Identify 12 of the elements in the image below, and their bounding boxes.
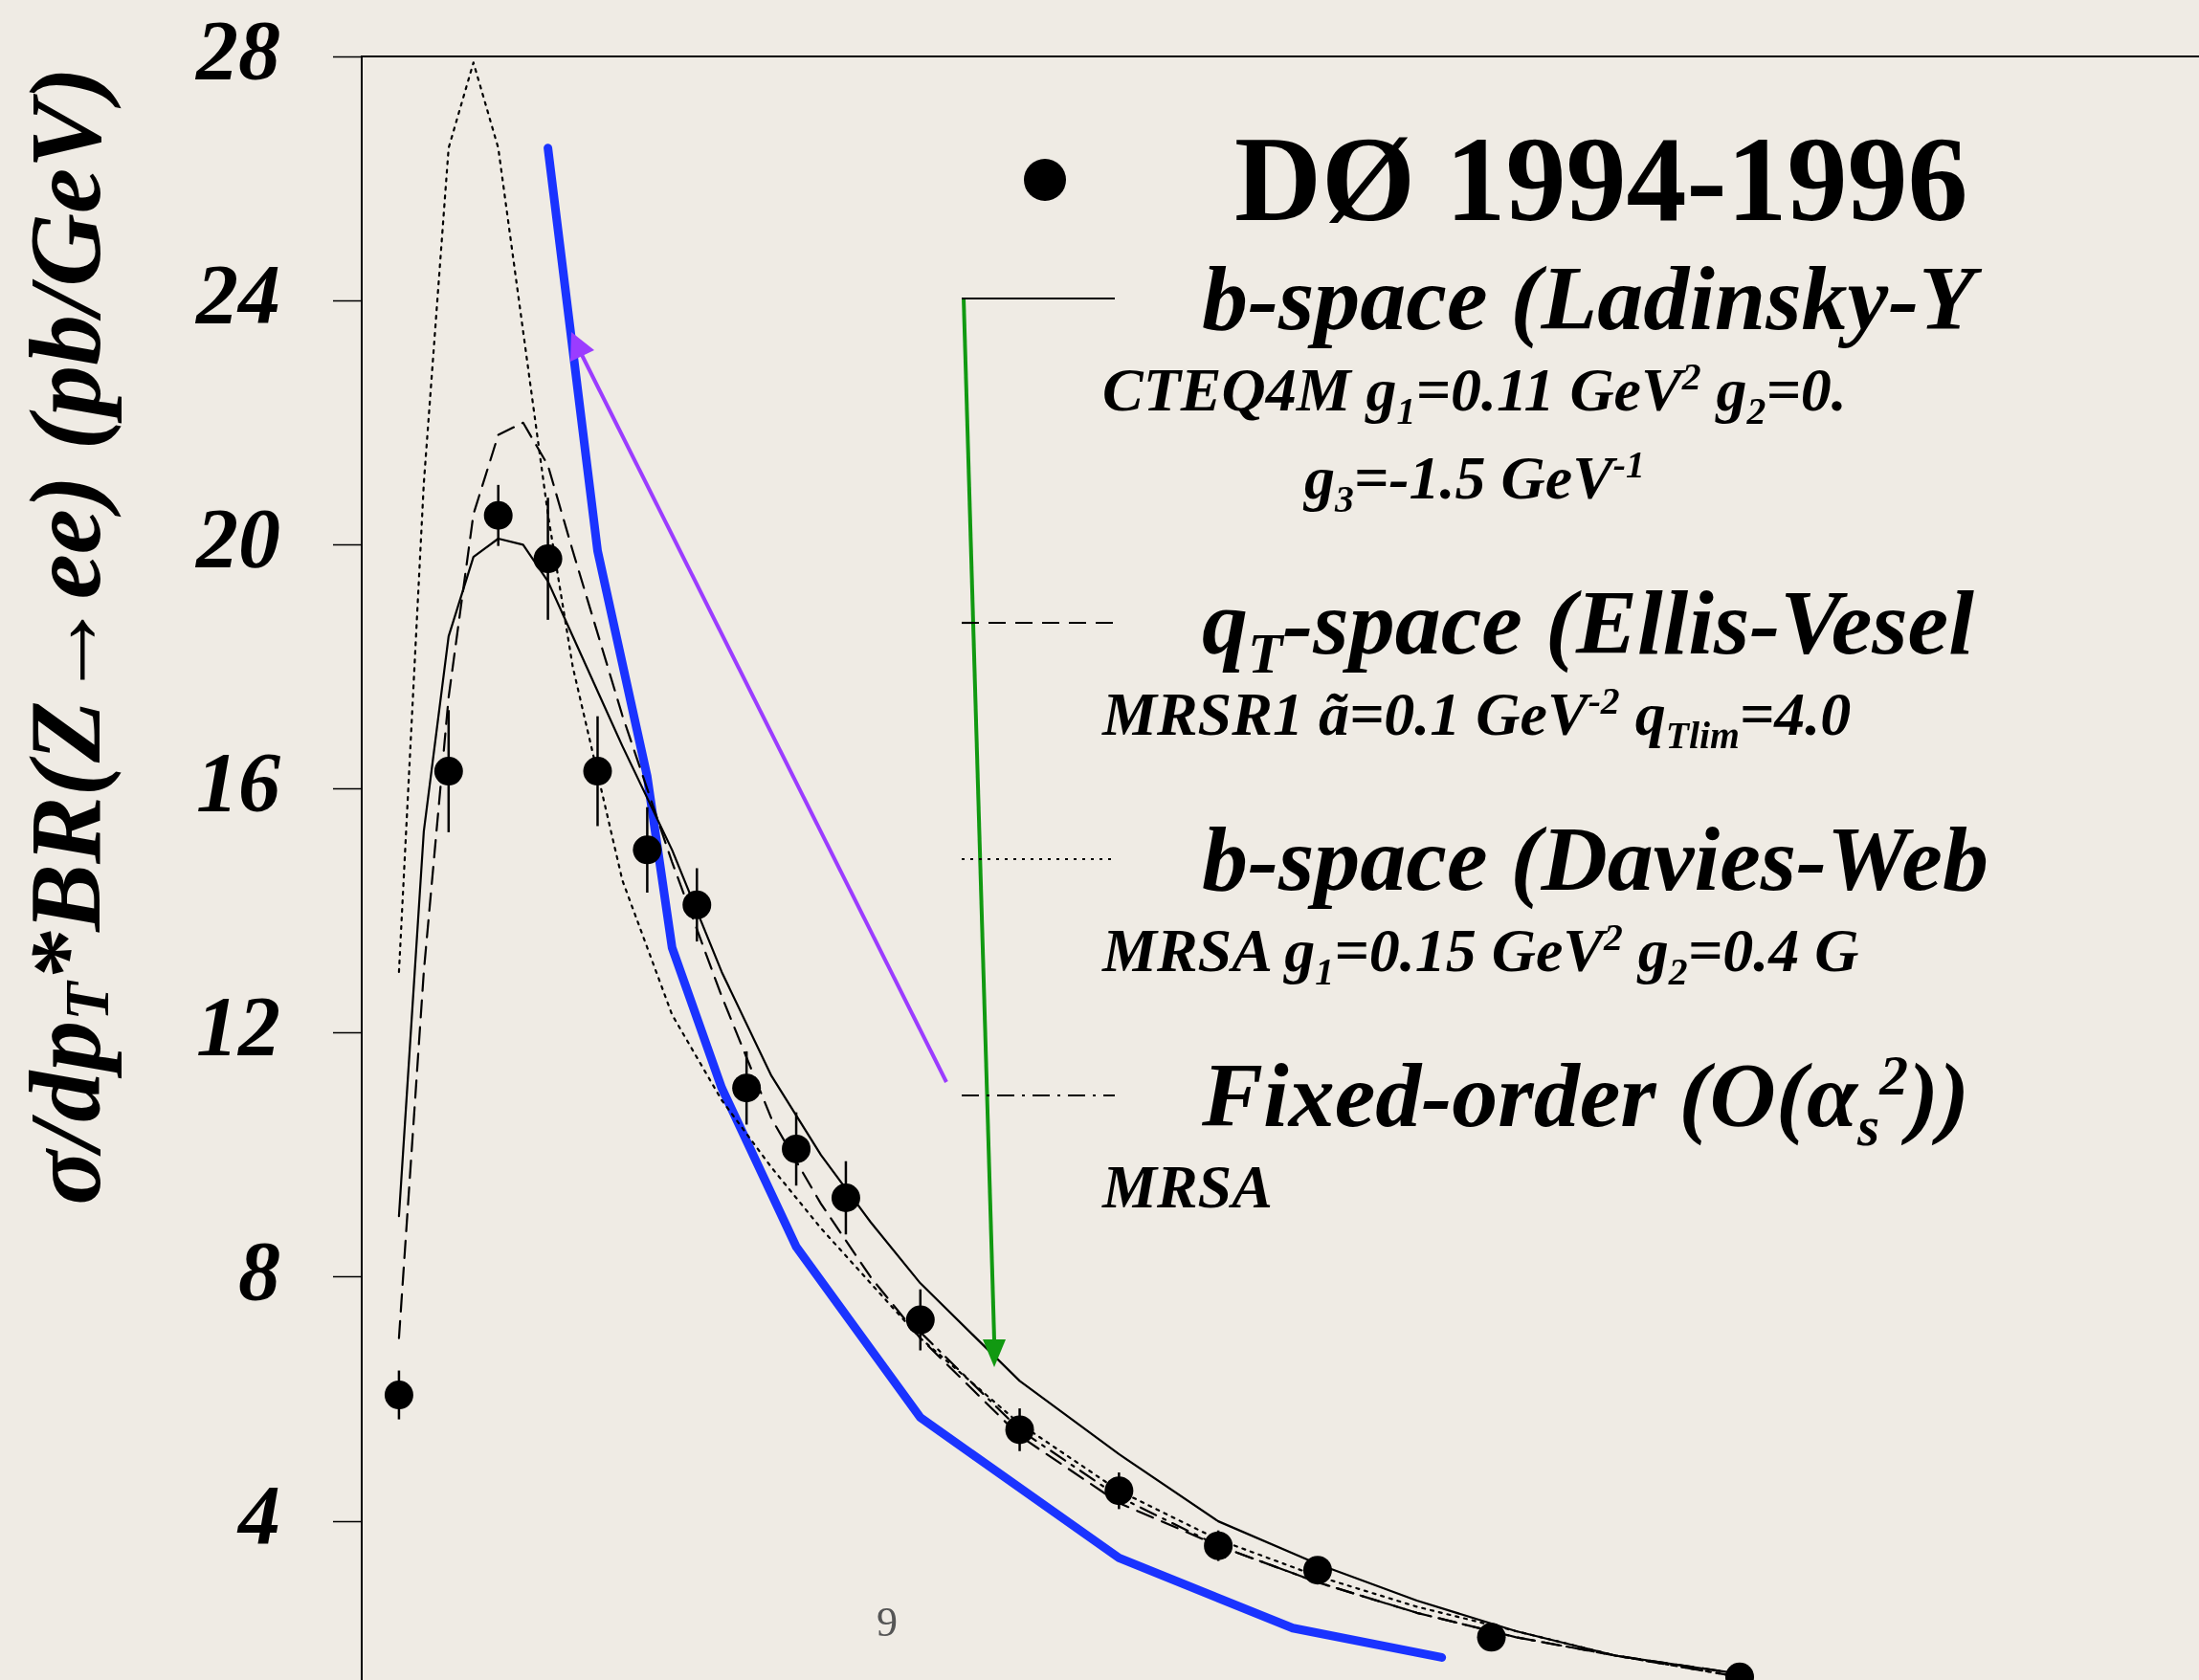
- legend-label: q$_{T}$-space (Ellis-Vesel MRSR1 ã=0.1 GeV$^{-2}$ q$_{Tlim}$=4.0: [1102, 571, 1974, 759]
- y-tick-label: 12: [196, 980, 280, 1073]
- annotation: 9: [877, 1598, 898, 1647]
- legend-label: DØ 1994-1996: [1234, 113, 1968, 246]
- text: Fixed-order (O(α$_{s}$$^{2}$)) MRSA: [1102, 1044, 1969, 1221]
- y-tick-label: 28: [194, 3, 280, 97]
- y-tick-label: 8: [238, 1224, 280, 1317]
- y-tick-label: 16: [196, 736, 280, 829]
- y-tick-label: 24: [194, 247, 280, 341]
- y-tick-label: 4: [236, 1468, 280, 1561]
- legend-label: b-space (Davies-Web MRSA g$_{1}$=0.15 GeV$^{2}$ g$_{2}$=0.4 G: [1102, 807, 1988, 995]
- y-tick-label: 20: [194, 492, 280, 586]
